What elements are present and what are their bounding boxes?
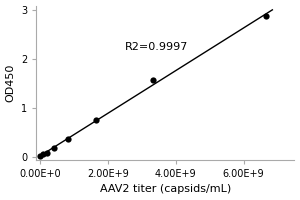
Point <box>264 15 269 18</box>
Point <box>66 137 70 140</box>
Text: R2=0.9997: R2=0.9997 <box>125 42 188 52</box>
Point <box>151 78 155 81</box>
Point <box>52 147 56 150</box>
Y-axis label: OD450: OD450 <box>6 64 16 102</box>
X-axis label: AAV2 titer (capsids/mL): AAV2 titer (capsids/mL) <box>100 184 231 194</box>
Point <box>44 151 49 154</box>
Point <box>41 153 46 156</box>
Point <box>94 119 99 122</box>
Point <box>38 155 42 158</box>
